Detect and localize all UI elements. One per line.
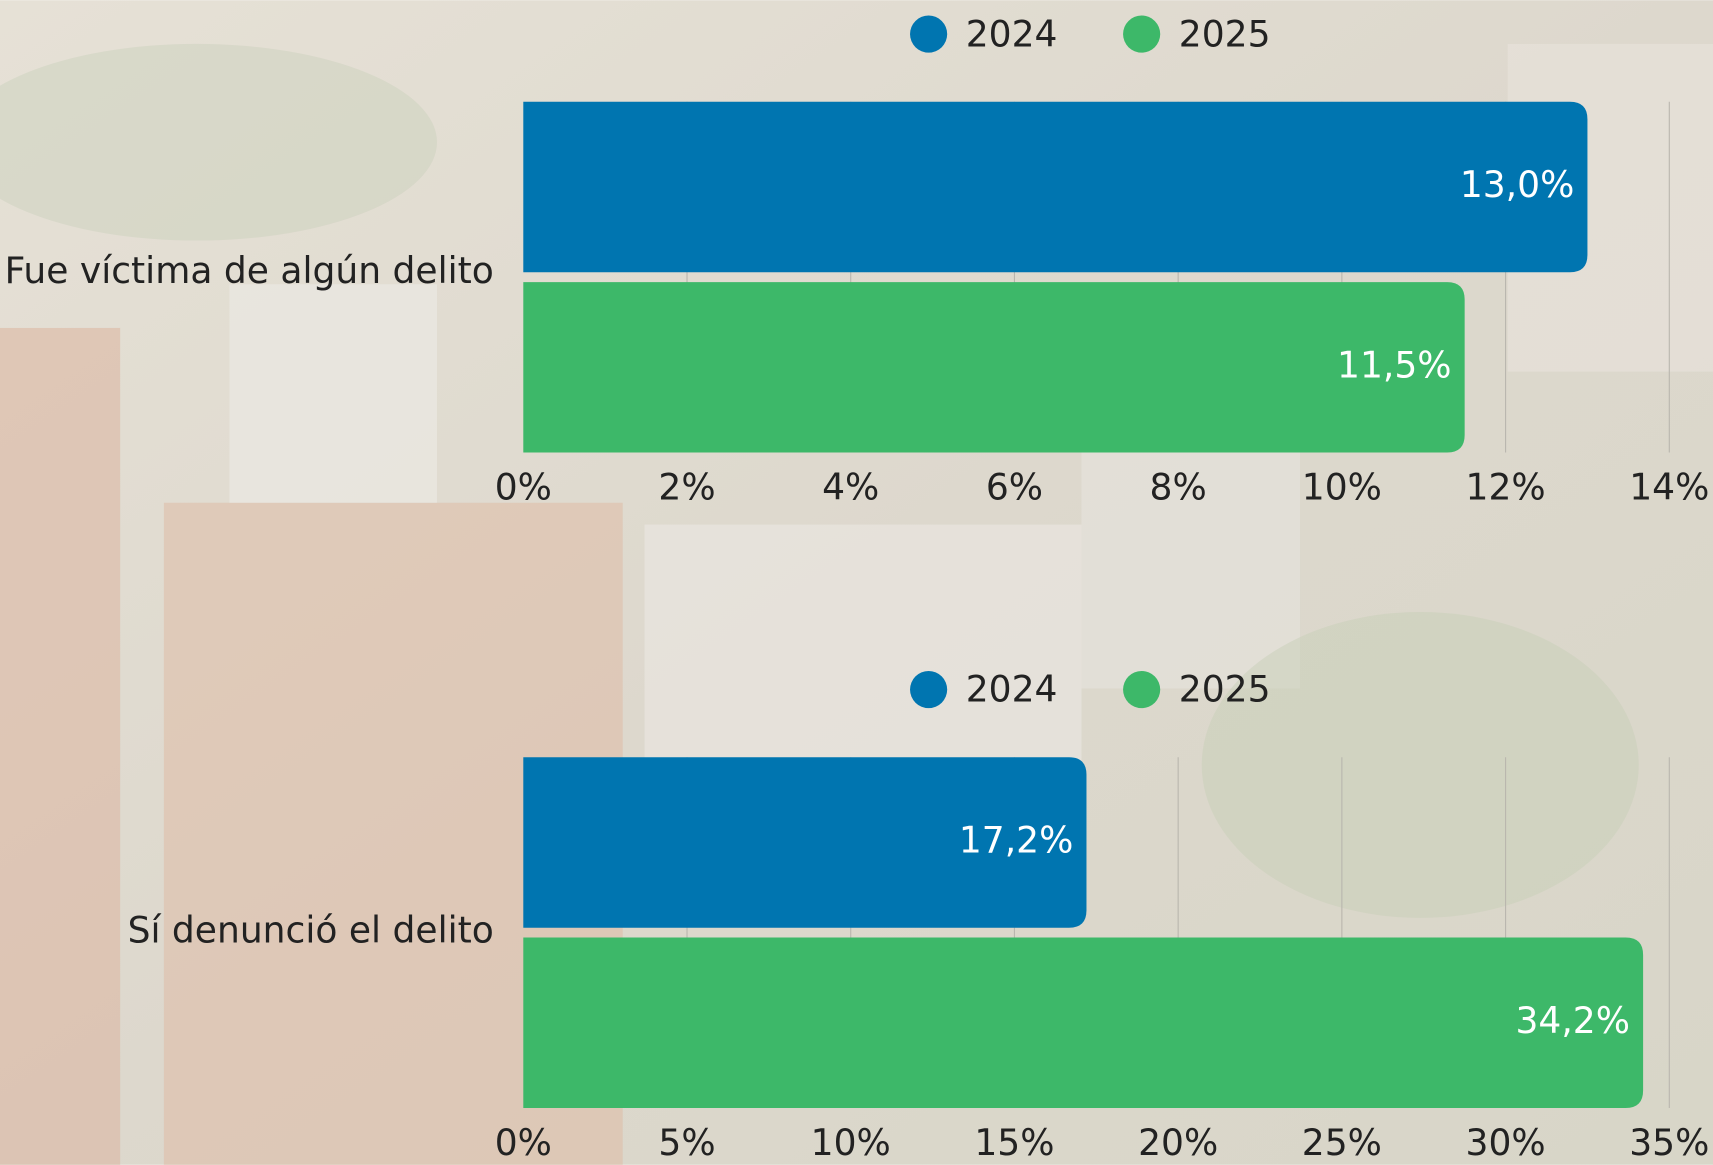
legend-label: 2025 (1179, 13, 1271, 55)
page: {"chart_data": [ {"type": "bar", "orient… (0, 0, 1713, 1165)
x-tick-label: 6% (986, 467, 1043, 509)
x-tick-label: 35% (1629, 1122, 1709, 1164)
category-label: Sí denunció el delito (128, 910, 494, 952)
x-tick-label: 8% (1150, 467, 1207, 509)
bar (523, 282, 1464, 452)
legend-marker (910, 16, 947, 53)
value-label: 17,2% (959, 820, 1074, 862)
legend-label: 2024 (966, 669, 1058, 711)
bar (523, 938, 1643, 1108)
legend-label: 2025 (1179, 669, 1271, 711)
x-tick-label: 30% (1466, 1122, 1546, 1164)
legend-marker (1123, 16, 1160, 53)
value-label: 34,2% (1515, 1000, 1630, 1042)
legend-label: 2024 (966, 13, 1058, 55)
x-tick-label: 5% (658, 1122, 715, 1164)
category-label: Fue víctima de algún delito (5, 250, 494, 292)
legend-marker (910, 671, 947, 708)
legend-marker (1123, 671, 1160, 708)
value-label: 13,0% (1460, 164, 1575, 206)
x-tick-label: 10% (1302, 467, 1382, 509)
x-tick-label: 14% (1629, 467, 1709, 509)
x-tick-label: 15% (974, 1122, 1054, 1164)
x-tick-label: 4% (822, 467, 879, 509)
x-tick-label: 0% (495, 467, 552, 509)
value-label: 11,5% (1337, 344, 1452, 386)
bar (523, 102, 1587, 272)
x-tick-label: 25% (1302, 1122, 1382, 1164)
x-tick-label: 12% (1466, 467, 1546, 509)
x-tick-label: 2% (658, 467, 715, 509)
x-tick-label: 20% (1138, 1122, 1218, 1164)
x-tick-label: 10% (811, 1122, 891, 1164)
chart: 2024 2025 0% 2% 4% 6% 8% 10% 12% 14% 13,0% 11,5% Fue… (0, 0, 1713, 1165)
x-tick-label: 0% (495, 1122, 552, 1164)
